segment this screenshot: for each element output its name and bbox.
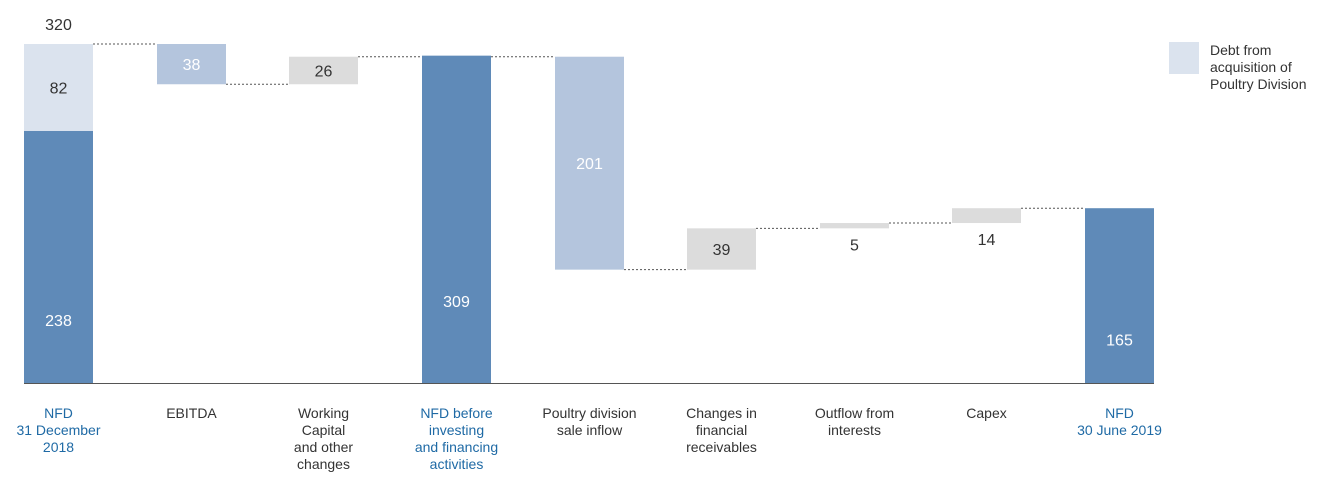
bar-value-label-6: 39 [713, 242, 731, 259]
top-total-label-0: 320 [45, 17, 72, 34]
bar-value-label-9: 165 [1106, 332, 1133, 349]
bar-value-label-5: 201 [576, 156, 603, 173]
bar-value-label-3: 26 [315, 63, 333, 80]
legend-swatch-0 [1169, 42, 1199, 74]
bar-value-label-8: 14 [978, 232, 996, 249]
category-label-5: Changes in financial receivables [686, 405, 757, 455]
bar-value-label-2: 38 [183, 57, 201, 74]
bar-0 [24, 130, 93, 383]
bar-value-label-0: 238 [45, 313, 72, 330]
category-label-4: Poultry division sale inflow [542, 405, 636, 438]
bar-9 [1085, 208, 1154, 383]
category-label-7: Capex [966, 405, 1006, 421]
bar-7 [820, 223, 889, 229]
category-label-6: Outflow from interests [815, 405, 894, 438]
legend-label-0: Debt from acquisition of Poultry Division [1210, 42, 1306, 92]
bar-value-label-4: 309 [443, 294, 470, 311]
bar-1 [24, 44, 93, 131]
bar-8 [952, 208, 1021, 224]
category-label-0: NFD 31 December 2018 [16, 405, 100, 455]
bar-6 [687, 228, 756, 270]
category-label-3: NFD before investing and financing activiti… [415, 405, 498, 472]
category-label-8: NFD 30 June 2019 [1077, 405, 1162, 438]
category-label-1: EBITDA [166, 405, 217, 421]
bar-4 [422, 55, 491, 383]
bar-value-label-7: 5 [850, 237, 859, 254]
category-label-2: Working Capital and other changes [294, 405, 353, 472]
bar-value-label-1: 82 [50, 80, 68, 97]
bar-2 [157, 44, 226, 85]
bar-5 [555, 56, 624, 270]
bar-3 [289, 56, 358, 85]
